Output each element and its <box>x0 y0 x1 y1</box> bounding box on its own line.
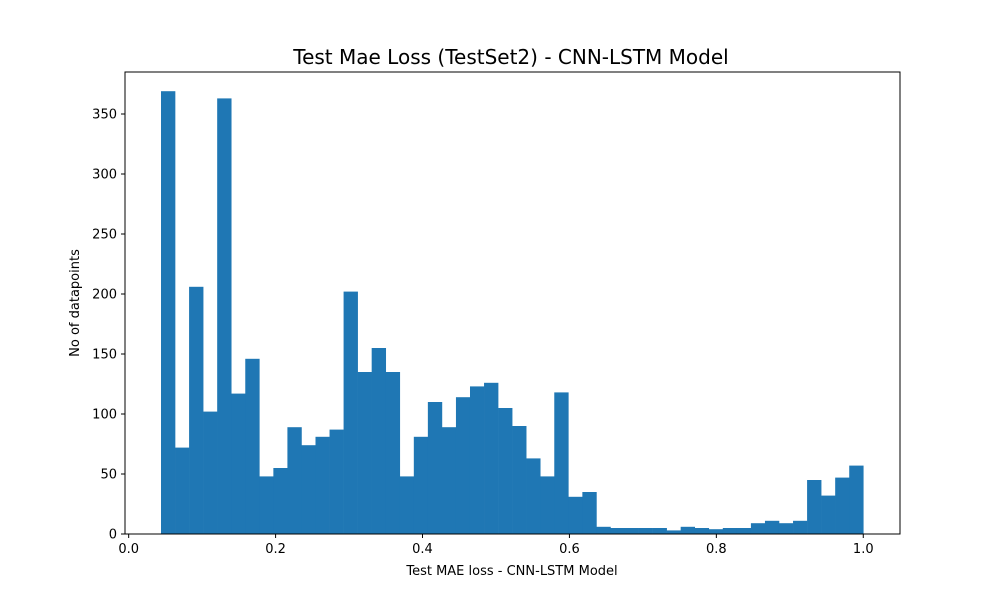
x-tick-label: 1.0 <box>853 542 874 557</box>
histogram-bar <box>455 397 471 534</box>
histogram-bar <box>217 98 232 535</box>
histogram-bar <box>385 372 401 534</box>
x-tick-label: 0.4 <box>412 542 433 557</box>
histogram-bar <box>245 358 260 534</box>
histogram-bar <box>399 476 415 534</box>
histogram-bar <box>484 382 499 534</box>
histogram-bar <box>764 520 780 534</box>
histogram-bar <box>821 495 836 534</box>
histogram-bar <box>624 528 639 534</box>
x-tick-label: 0.0 <box>118 542 139 557</box>
y-axis-ticks: 0 50 100 150 200 250 300 350 <box>92 108 125 543</box>
histogram-bar <box>175 447 190 534</box>
histogram-bar <box>666 530 681 534</box>
plot-frame <box>124 71 901 535</box>
histogram-bar <box>287 427 302 534</box>
histogram-bar <box>554 392 569 534</box>
histogram-bar <box>343 291 358 534</box>
histogram-bar <box>750 523 766 534</box>
y-tick-label: 300 <box>92 168 117 183</box>
histogram-bar <box>203 411 218 534</box>
histogram-bar <box>427 402 443 534</box>
histogram-bar <box>708 529 724 534</box>
histogram-bar <box>469 386 485 534</box>
y-tick-label: 200 <box>92 288 117 303</box>
histogram-bar <box>498 408 513 534</box>
histogram-bar <box>736 528 752 534</box>
y-tick-label: 50 <box>100 468 117 483</box>
histogram-bar <box>273 468 288 534</box>
histogram-bar <box>722 528 738 534</box>
histogram-bar <box>301 445 316 534</box>
histogram-bar <box>231 393 246 534</box>
histogram-bar <box>540 476 555 534</box>
y-tick-label: 0 <box>109 528 117 543</box>
histogram-bar <box>315 436 330 534</box>
y-tick-label: 250 <box>92 228 117 243</box>
x-tick-label: 0.8 <box>706 542 727 557</box>
histogram-bar <box>371 348 387 534</box>
chart-title: Test Mae Loss (TestSet2) - CNN-LSTM Mode… <box>292 45 728 69</box>
histogram-bar <box>582 492 597 534</box>
histogram-bar <box>259 476 274 534</box>
histogram-bar <box>849 465 864 534</box>
histogram-bar <box>596 526 611 534</box>
histogram-bar <box>652 528 667 534</box>
histogram-bar <box>413 436 429 534</box>
histogram-bar <box>807 480 822 534</box>
histogram-bar <box>680 526 696 534</box>
histogram-bar <box>835 477 850 534</box>
histogram-bar <box>160 91 176 534</box>
y-tick-label: 100 <box>92 408 117 423</box>
y-axis-label: No of datapoints <box>68 249 83 357</box>
x-axis-label: Test MAE loss - CNN-LSTM Model <box>405 564 617 579</box>
x-tick-label: 0.2 <box>265 542 286 557</box>
histogram-bar <box>357 372 372 534</box>
histogram-bar <box>778 523 794 534</box>
histogram-bar <box>568 496 583 534</box>
histogram-bar <box>610 528 625 534</box>
histogram-bar <box>793 520 808 534</box>
x-tick-label: 0.6 <box>559 542 580 557</box>
histogram-bar <box>512 426 527 534</box>
y-tick-label: 350 <box>92 108 117 123</box>
bars-group <box>160 91 864 535</box>
histogram-bar <box>189 286 204 534</box>
y-tick-label: 150 <box>92 348 117 363</box>
histogram-bar <box>441 427 457 534</box>
histogram-bar <box>526 458 541 534</box>
x-axis-ticks: 0.0 0.2 0.4 0.6 0.8 1.0 <box>118 534 874 557</box>
histogram-bar <box>329 429 344 534</box>
histogram-bar <box>638 528 653 534</box>
histogram-bar <box>694 528 710 534</box>
